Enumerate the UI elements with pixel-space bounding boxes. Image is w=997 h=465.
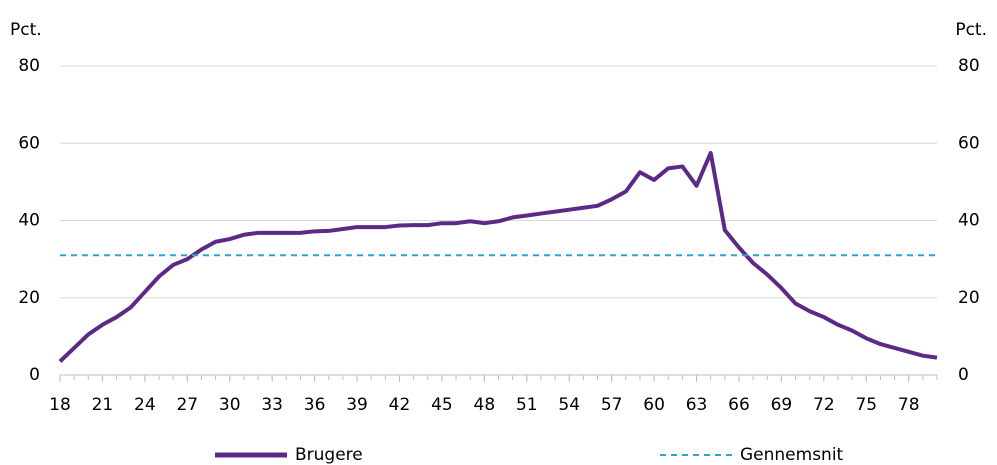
x-tick-label: 54 [558, 395, 580, 415]
y-tick-label: 0 [29, 365, 40, 385]
y2-tick-label: 20 [958, 288, 980, 308]
x-tick-label: 24 [134, 395, 156, 415]
x-tick-label: 33 [261, 395, 283, 415]
x-tick-label: 48 [474, 395, 496, 415]
x-tick-label: 21 [92, 395, 114, 415]
y2-tick-label: 60 [958, 133, 980, 153]
y-tick-label: 60 [18, 133, 40, 153]
x-tick-label: 69 [771, 395, 793, 415]
legend-label: Gennemsnit [740, 445, 844, 465]
y2-tick-label: 40 [958, 211, 980, 231]
x-tick-label: 75 [855, 395, 877, 415]
y-tick-label: 40 [18, 211, 40, 231]
x-tick-label: 60 [643, 395, 665, 415]
y2-tick-label: 80 [958, 56, 980, 76]
x-tick-label: 27 [176, 395, 198, 415]
y-tick-label: 80 [18, 56, 40, 76]
x-tick-label: 78 [898, 395, 920, 415]
x-tick-label: 66 [728, 395, 750, 415]
x-tick-label: 51 [516, 395, 538, 415]
x-tick-label: 45 [431, 395, 453, 415]
y2-axis-label: Pct. [955, 20, 987, 40]
x-tick-label: 39 [346, 395, 368, 415]
x-tick-label: 63 [686, 395, 708, 415]
x-tick-label: 42 [389, 395, 411, 415]
x-tick-label: 57 [601, 395, 623, 415]
line-series [58, 150, 938, 363]
y-tick-label: 20 [18, 288, 40, 308]
x-tick-label: 72 [813, 395, 835, 415]
y2-tick-label: 0 [958, 365, 969, 385]
y-axis-label: Pct. [10, 20, 42, 40]
x-tick-label: 36 [304, 395, 326, 415]
legend-label: Brugere [295, 445, 363, 465]
x-tick-label: 18 [49, 395, 71, 415]
x-tick-label: 30 [219, 395, 241, 415]
